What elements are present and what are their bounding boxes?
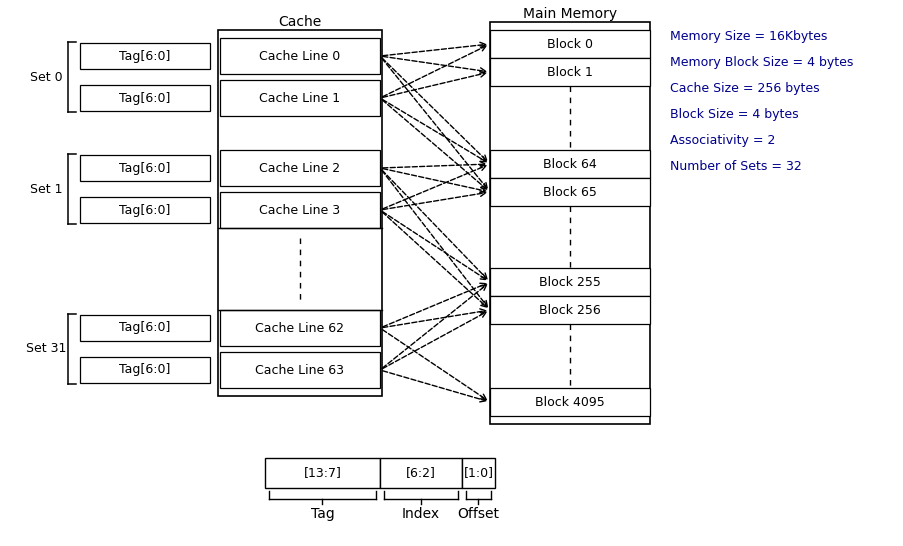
Bar (218, 30, 382, 396)
Text: Cache: Cache (278, 15, 321, 29)
Bar (489, 178, 649, 206)
Text: Tag[6:0]: Tag[6:0] (119, 364, 171, 377)
Bar (79, 357, 209, 383)
Text: Set 0: Set 0 (30, 70, 62, 84)
Text: Block 65: Block 65 (543, 186, 596, 199)
Text: Cache Line 1: Cache Line 1 (259, 92, 340, 104)
Text: [13:7]: [13:7] (303, 466, 341, 479)
Text: Block 256: Block 256 (538, 304, 600, 317)
Bar (219, 38, 379, 74)
Bar (79, 197, 209, 223)
Text: Cache Line 3: Cache Line 3 (259, 204, 340, 217)
Bar (219, 80, 379, 116)
Text: Tag[6:0]: Tag[6:0] (119, 92, 171, 104)
Bar (219, 192, 379, 228)
Text: Block Size = 4 bytes: Block Size = 4 bytes (669, 108, 797, 121)
Bar (219, 310, 379, 346)
Text: Block 4095: Block 4095 (535, 395, 604, 408)
Text: Block 64: Block 64 (543, 157, 596, 170)
Bar (461, 458, 495, 488)
Text: Cache Line 62: Cache Line 62 (256, 322, 344, 335)
Bar (489, 296, 649, 324)
Bar (79, 85, 209, 111)
Bar (219, 150, 379, 186)
Text: Tag[6:0]: Tag[6:0] (119, 162, 171, 175)
Bar (79, 155, 209, 181)
Bar (219, 352, 379, 388)
Text: Tag: Tag (311, 507, 334, 521)
Bar (265, 458, 379, 488)
Text: Tag[6:0]: Tag[6:0] (119, 50, 171, 62)
Text: Number of Sets = 32: Number of Sets = 32 (669, 160, 801, 173)
Text: Memory Size = 16Kbytes: Memory Size = 16Kbytes (669, 30, 826, 43)
Text: Block 255: Block 255 (538, 276, 600, 288)
Text: Tag[6:0]: Tag[6:0] (119, 204, 171, 217)
Bar (489, 150, 649, 178)
Text: Associativity = 2: Associativity = 2 (669, 134, 775, 147)
Text: Set 1: Set 1 (30, 182, 62, 195)
Text: Offset: Offset (457, 507, 499, 521)
Bar (489, 268, 649, 296)
Bar (79, 43, 209, 69)
Text: [6:2]: [6:2] (405, 466, 435, 479)
Text: Cache Size = 256 bytes: Cache Size = 256 bytes (669, 82, 819, 95)
Text: Block 0: Block 0 (546, 38, 592, 50)
Bar (379, 458, 461, 488)
Text: Tag[6:0]: Tag[6:0] (119, 322, 171, 335)
Text: Block 1: Block 1 (546, 66, 592, 79)
Bar (489, 388, 649, 416)
Text: Cache Line 63: Cache Line 63 (256, 364, 344, 377)
Bar (79, 315, 209, 341)
Bar (489, 58, 649, 86)
Bar (489, 30, 649, 58)
Text: Memory Block Size = 4 bytes: Memory Block Size = 4 bytes (669, 56, 852, 69)
Bar (489, 22, 649, 424)
Text: Main Memory: Main Memory (522, 7, 617, 21)
Text: Cache Line 0: Cache Line 0 (259, 50, 340, 62)
Text: Set 31: Set 31 (26, 342, 66, 355)
Text: Index: Index (402, 507, 440, 521)
Text: Cache Line 2: Cache Line 2 (259, 162, 340, 175)
Text: [1:0]: [1:0] (463, 466, 493, 479)
